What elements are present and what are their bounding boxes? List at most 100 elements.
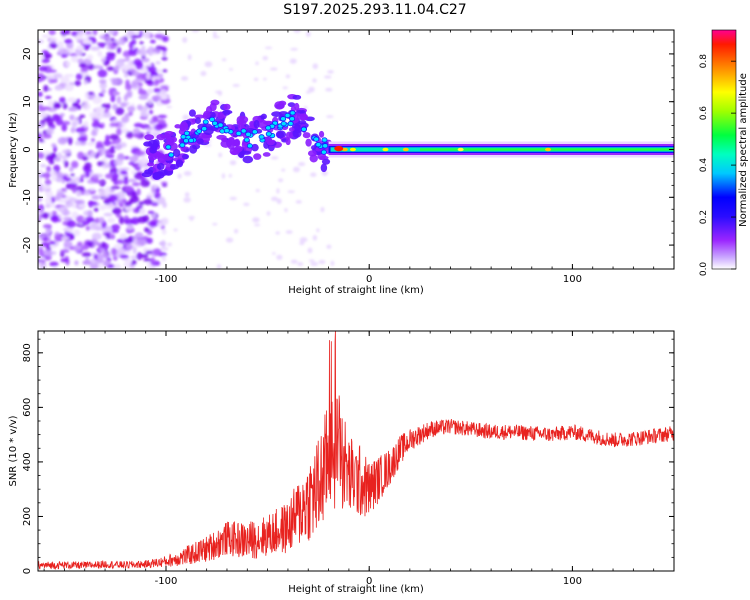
spectrogram-noise-blob [61, 123, 68, 132]
spectrogram-signal-peak [321, 137, 328, 143]
spectrogram-signal-blob [262, 152, 271, 157]
spectrogram-noise-blob [228, 173, 232, 178]
spectrogram-noise-blob [152, 248, 162, 256]
spectrogram-signal [141, 94, 674, 180]
snr-xtick-label: 100 [563, 576, 582, 587]
spectrogram-noise-blob [289, 58, 297, 64]
snr-background [38, 331, 674, 571]
spectrogram-signal-peak [258, 134, 265, 140]
colorbar-frame [711, 29, 737, 270]
spectrogram-noise-blob [285, 74, 291, 79]
spectrogram-noise-blob [200, 71, 207, 77]
spectrogram-noise-blob [155, 61, 161, 65]
spectrogram-noise-blob [68, 235, 75, 239]
spectrogram-signal-peak [217, 122, 224, 128]
spectrogram-noise-blob [145, 237, 153, 244]
spectrogram-noise-blob [64, 83, 74, 92]
spectrogram-signal-peak [300, 126, 307, 132]
spectrogram-signal-blob [305, 138, 312, 147]
spectrogram-noise-blob [183, 197, 191, 203]
spectrogram-signal-blob [169, 163, 180, 170]
spectrogram-noise-blob [85, 31, 92, 35]
spectrogram-noise-blob [38, 77, 46, 82]
spectrogram-noise-blob [60, 249, 70, 254]
spectrogram-noise-blob [61, 210, 71, 216]
spectrogram-signal-peak [240, 128, 247, 134]
spectrogram-noise-blob [106, 236, 112, 240]
spectrogram-noise-blob [298, 162, 306, 167]
spectrogram-noise-blob [318, 259, 326, 265]
spectrogram-noise-blob [71, 121, 78, 128]
spectrogram-noise-blob [42, 223, 52, 229]
spectrogram-noise-blob [151, 75, 158, 81]
spectrogram-noise-blob [94, 217, 100, 224]
snr-ticks: -100 0 100 0 200 400 600 800 [22, 331, 675, 587]
spectrogram-signal-blob [196, 138, 204, 145]
spectrogram-noise-blob [99, 204, 106, 211]
spectrogram-noise-blob [148, 266, 157, 269]
spectrogram-signal-blob [278, 100, 287, 106]
spectrogram-noise-blob [177, 173, 182, 179]
spectrogram-noise-blob [75, 98, 81, 104]
spectrogram-noise-blob [180, 76, 189, 81]
spectrogram-noise-blob [83, 80, 88, 85]
spectrogram-noise-blob [51, 215, 56, 222]
spectrogram-noise-blob [44, 190, 54, 198]
spectrogram-noise-blob [106, 45, 111, 50]
spectrogram-noise-blob [140, 208, 146, 215]
spectrogram-signal-blob [179, 121, 189, 131]
spectrogram-noise-blob [115, 213, 122, 218]
spectrogram-noise-blob [255, 188, 260, 193]
spectrogram-noise-blob [73, 244, 82, 253]
spectrogram-noise-blob [278, 178, 284, 183]
spectrogram-noise-blob [116, 128, 122, 136]
spectrogram-noise-blob [212, 31, 217, 37]
spectrogram-noise-blob [104, 162, 110, 169]
spectrogram-noise-blob [120, 102, 128, 108]
spectrogram-signal-peak [315, 142, 322, 148]
spectrogram-noise-blob [84, 162, 92, 170]
spectrogram-noise-blob [212, 35, 220, 39]
spectrogram-noise-blob [127, 105, 136, 113]
spectrogram-noise-blob [142, 105, 149, 111]
spectrogram-noise-blob [131, 80, 137, 88]
colorbar-tick-label: 0.4 [699, 158, 709, 173]
spectrogram-noise-blob [105, 134, 110, 142]
spectrogram-noise-blob [145, 72, 151, 80]
spectrogram-noise-blob [92, 173, 99, 178]
spectrogram-noise-blob [320, 206, 325, 213]
spectrogram-noise-blob [95, 141, 104, 148]
spectrogram-noise-blob [243, 202, 250, 207]
spectrogram-noise-blob [102, 112, 112, 118]
spectrogram-noise-blob [128, 110, 133, 117]
spectrogram-noise-blob [116, 46, 122, 54]
spectrogram-noise-blob [83, 168, 93, 173]
spectrogram-noise-blob [116, 96, 122, 104]
spectrogram-noise-blob [44, 179, 52, 186]
spectrogram-noise-blob [127, 65, 137, 70]
spectrogram-noise-blob [293, 30, 301, 33]
spectrogram-noise-blob [38, 152, 45, 159]
spectrogram-noise-blob [119, 254, 129, 259]
spectrogram-signal-blob [172, 148, 181, 158]
spectrogram-noise-blob [151, 115, 159, 123]
spectrogram-noise-blob [123, 237, 134, 244]
spectrogram-signal-blob [260, 113, 267, 120]
spectrogram-signal-peak [289, 116, 296, 122]
spectrogram-noise-blob [46, 127, 55, 135]
spectrogram-noise-blob [95, 258, 105, 264]
spectrogram-noise-blob [98, 92, 105, 98]
spectrogram-noise-blob [70, 160, 79, 169]
spectrogram-noise-blob [157, 30, 162, 33]
spectrogram-noise-blob [74, 80, 82, 87]
steady-line-peak [545, 147, 552, 152]
spectrogram-noise-blob [312, 235, 318, 241]
spectrogram-noise-blob [97, 261, 103, 269]
spectrogram-signal-peak [289, 110, 296, 116]
spectrogram-noise-blob [133, 122, 143, 128]
spectrogram-noise-blob [132, 128, 141, 135]
spectrogram-signal-blob [203, 110, 211, 119]
spectrogram-noise-blob [99, 81, 107, 90]
spectrogram-noise-blob [124, 185, 134, 192]
spectrogram-noise-blob [124, 56, 130, 62]
